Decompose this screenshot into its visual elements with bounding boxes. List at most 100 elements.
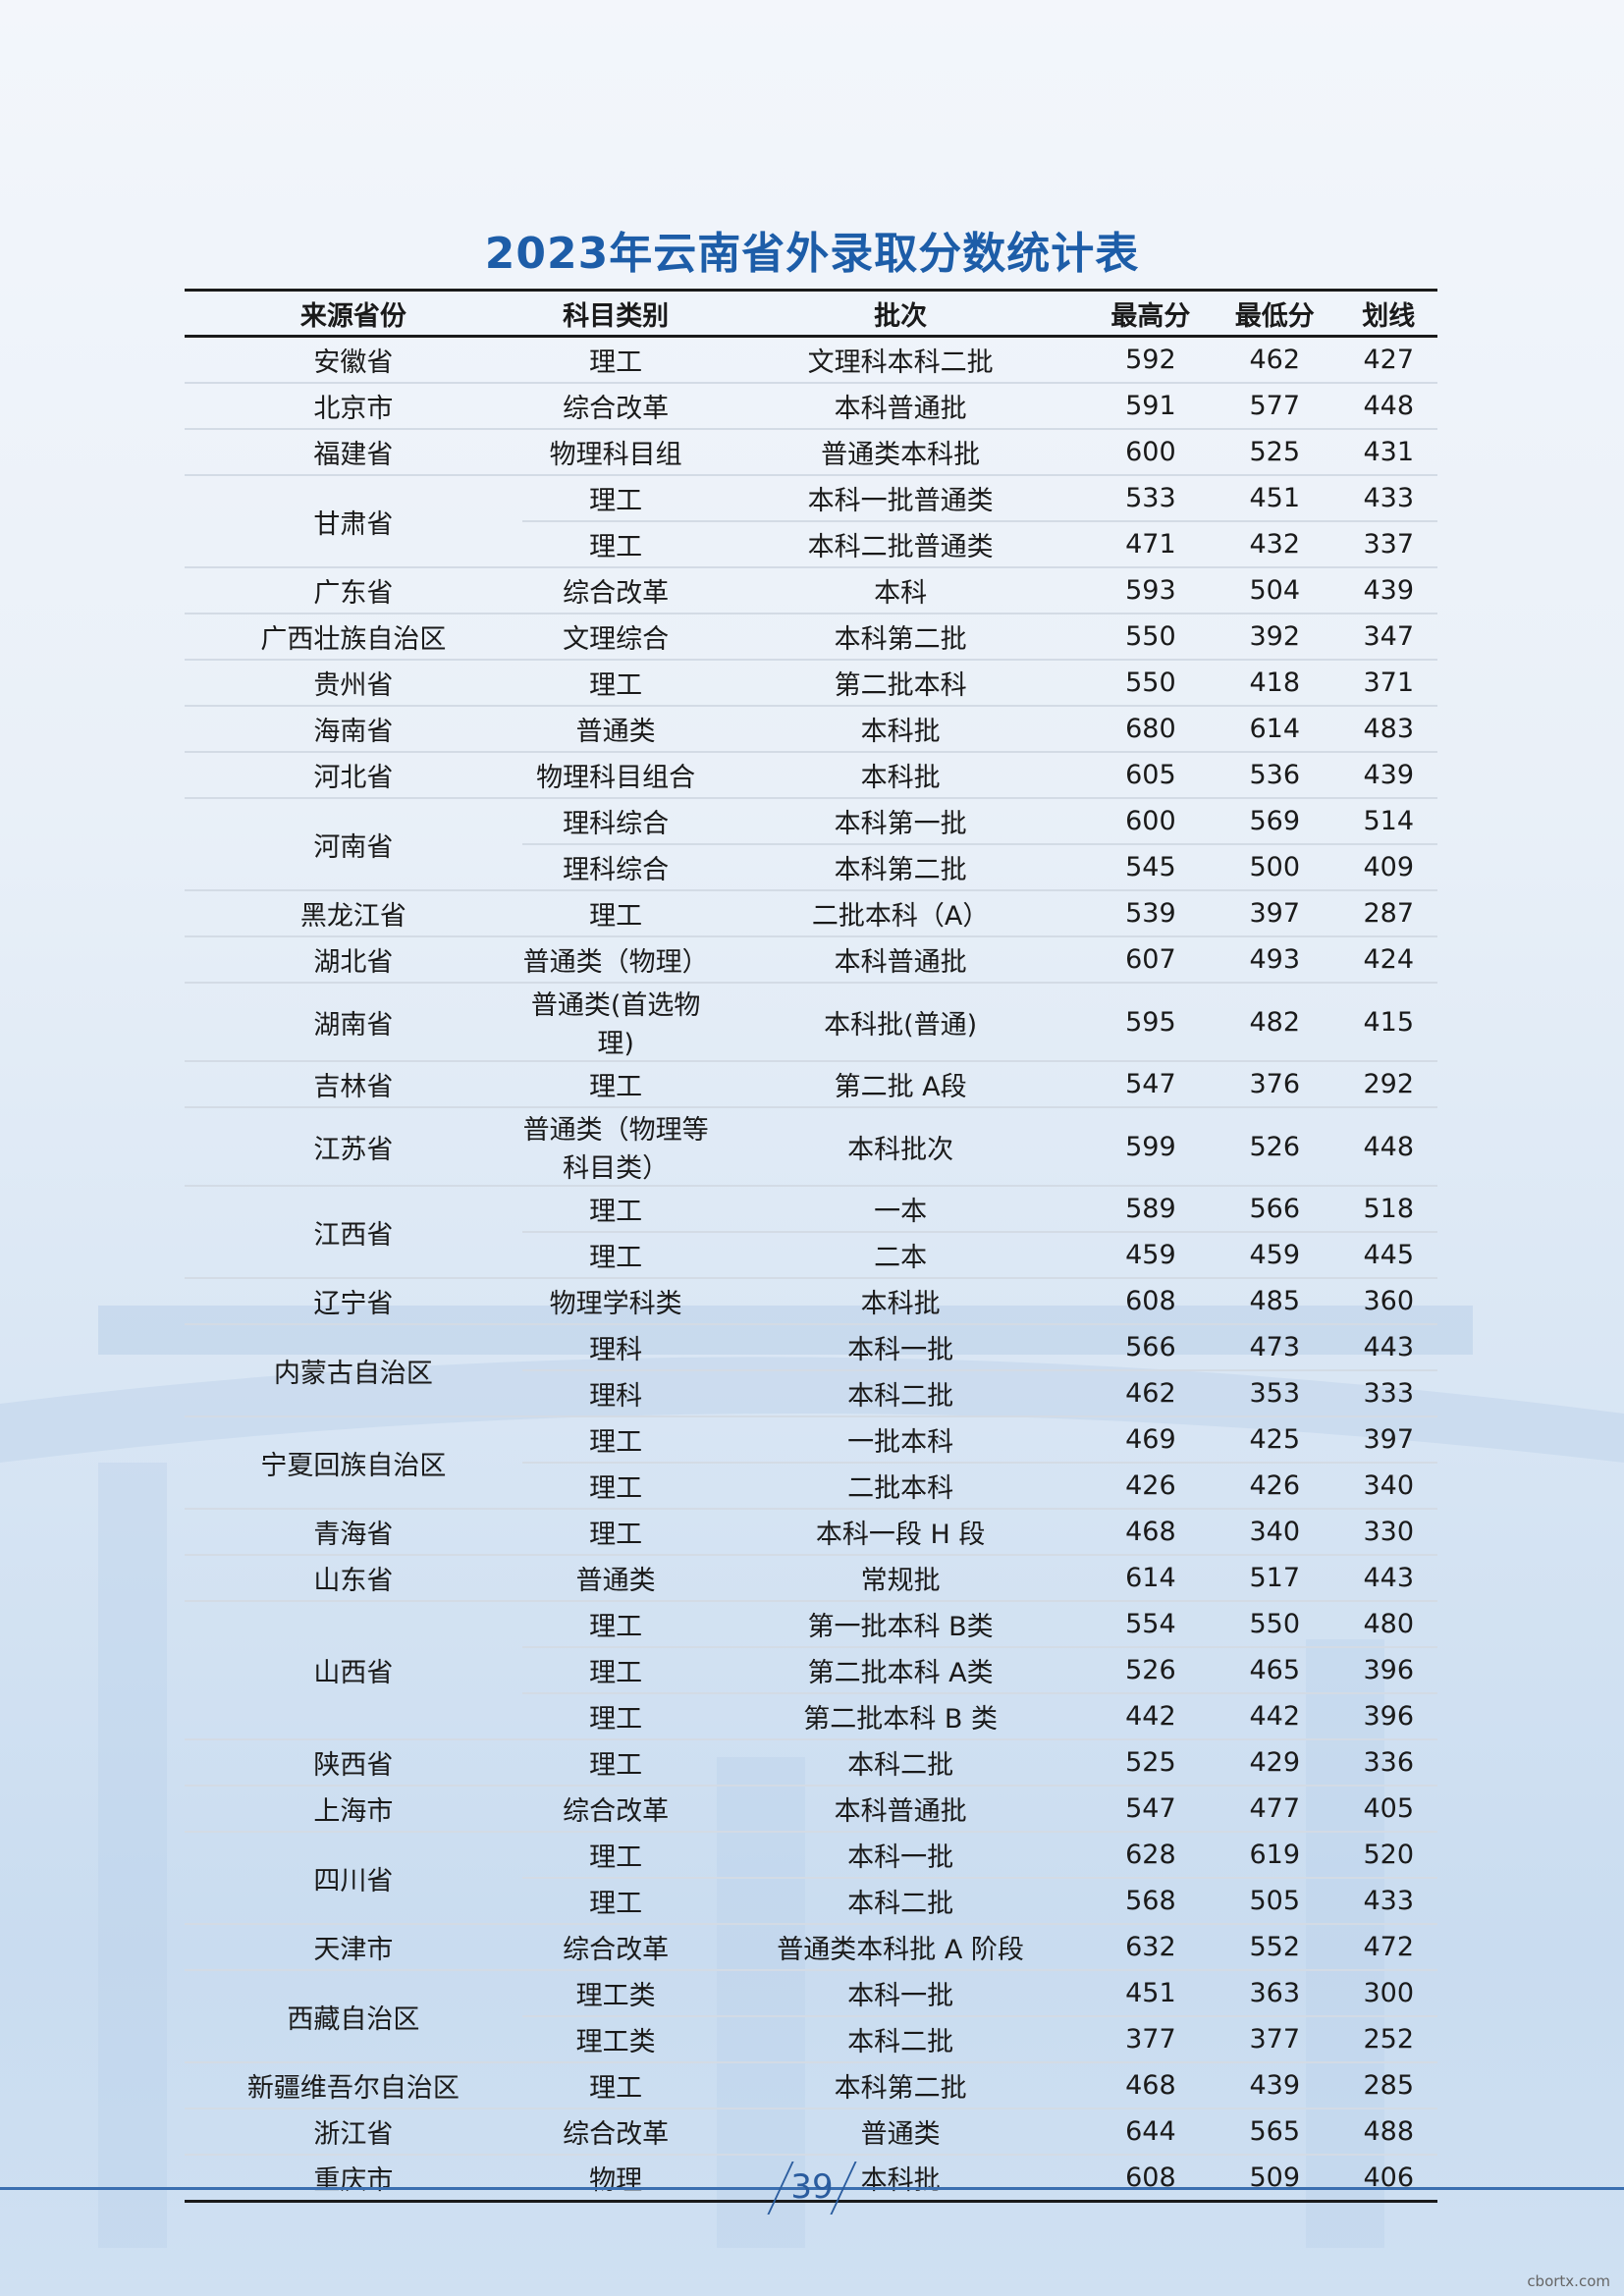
cell-min-score: 565 xyxy=(1209,2109,1340,2156)
cell-max-score: 680 xyxy=(1091,706,1210,753)
cell-province: 天津市 xyxy=(185,1924,522,1971)
cell-max-score: 592 xyxy=(1091,336,1210,384)
table-row: 理科综合 本科第二批 545 500 409 xyxy=(185,844,1437,891)
cell-subject: 物理科目组 xyxy=(521,429,710,476)
cell-batch: 本科普通批 xyxy=(709,936,1092,984)
cell-min-score: 577 xyxy=(1209,383,1340,430)
cell-province: 河南省 xyxy=(185,798,522,891)
cell-min-score: 418 xyxy=(1209,660,1340,707)
cell-max-score: 469 xyxy=(1091,1416,1210,1464)
cell-subject: 理工 xyxy=(521,660,710,707)
header-min-score: 最低分 xyxy=(1209,289,1340,338)
cell-cutoff: 252 xyxy=(1339,2016,1437,2063)
cell-min-score: 439 xyxy=(1209,2062,1340,2109)
cell-min-score: 504 xyxy=(1209,567,1340,614)
cell-batch: 普通类 xyxy=(709,2109,1092,2156)
cell-province: 吉林省 xyxy=(185,1061,522,1108)
cell-cutoff: 480 xyxy=(1339,1601,1437,1648)
cell-province: 广西壮族自治区 xyxy=(185,614,522,661)
cell-batch: 二批本科 xyxy=(709,1463,1092,1510)
cell-batch: 本科第一批 xyxy=(709,798,1092,845)
cell-min-score: 432 xyxy=(1209,521,1340,568)
cell-min-score: 340 xyxy=(1209,1509,1340,1556)
cell-cutoff: 292 xyxy=(1339,1061,1437,1108)
cell-subject: 理工 xyxy=(521,1186,710,1233)
table-row: 四川省 理工 本科一批 628 619 520 xyxy=(185,1832,1437,1925)
cell-max-score: 608 xyxy=(1091,1278,1210,1325)
cell-subject: 理工类 xyxy=(521,1970,710,2017)
header-max-score: 最高分 xyxy=(1091,289,1210,338)
cell-min-score: 473 xyxy=(1209,1324,1340,1371)
cell-province: 甘肃省 xyxy=(185,475,522,568)
cell-batch: 第二批 A段 xyxy=(709,1061,1092,1108)
cell-max-score: 600 xyxy=(1091,798,1210,845)
cell-max-score: 547 xyxy=(1091,1786,1210,1833)
table-row: 理工类 本科二批 377 377 252 xyxy=(185,2016,1437,2063)
cell-min-score: 442 xyxy=(1209,1693,1340,1740)
cell-cutoff: 424 xyxy=(1339,936,1437,984)
cell-subject: 综合改革 xyxy=(521,567,710,614)
cell-batch: 本科批 xyxy=(709,706,1092,753)
cell-province: 海南省 xyxy=(185,706,522,753)
cell-cutoff: 433 xyxy=(1339,1878,1437,1925)
cell-min-score: 550 xyxy=(1209,1601,1340,1648)
cell-max-score: 550 xyxy=(1091,660,1210,707)
cell-cutoff: 396 xyxy=(1339,1693,1437,1740)
cell-subject: 综合改革 xyxy=(521,383,710,430)
cell-subject: 普通类 xyxy=(521,1555,710,1602)
table-row: 西藏自治区 理工类 本科一批 451 363 300 xyxy=(185,1970,1437,2063)
table-row: 河南省 理科综合 本科第一批 600 569 514 xyxy=(185,798,1437,891)
table-row: 新疆维吾尔自治区 理工 本科第二批 468 439 285 xyxy=(185,2062,1437,2109)
cell-province: 辽宁省 xyxy=(185,1278,522,1325)
cell-max-score: 595 xyxy=(1091,983,1210,1062)
cell-subject: 理工 xyxy=(521,1416,710,1464)
cell-province: 湖北省 xyxy=(185,936,522,984)
cell-cutoff: 340 xyxy=(1339,1463,1437,1510)
table-header-row: 来源省份 科目类别 批次 最高分 最低分 划线 xyxy=(185,289,1437,338)
table-row: 青海省 理工 本科一段 H 段 468 340 330 xyxy=(185,1509,1437,1556)
cell-cutoff: 405 xyxy=(1339,1786,1437,1833)
cell-cutoff: 439 xyxy=(1339,567,1437,614)
cell-min-score: 353 xyxy=(1209,1370,1340,1417)
cell-cutoff: 514 xyxy=(1339,798,1437,845)
cell-province: 广东省 xyxy=(185,567,522,614)
cell-province: 贵州省 xyxy=(185,660,522,707)
cell-subject: 综合改革 xyxy=(521,2109,710,2156)
cell-subject: 理工类 xyxy=(521,2016,710,2063)
cell-min-score: 392 xyxy=(1209,614,1340,661)
cell-batch: 第二批本科 A类 xyxy=(709,1647,1092,1694)
cell-province: 江西省 xyxy=(185,1186,522,1279)
cell-batch: 本科第二批 xyxy=(709,2062,1092,2109)
cell-subject: 物理科目组合 xyxy=(521,752,710,799)
cell-province: 青海省 xyxy=(185,1509,522,1556)
cell-max-score: 568 xyxy=(1091,1878,1210,1925)
cell-province: 内蒙古自治区 xyxy=(185,1324,522,1417)
cell-subject: 理工 xyxy=(521,475,710,522)
cell-subject: 理工 xyxy=(521,1693,710,1740)
cell-province: 江苏省 xyxy=(185,1107,522,1187)
cell-batch: 普通类本科批 A 阶段 xyxy=(709,1924,1092,1971)
watermark: cbortx.com xyxy=(1527,2272,1610,2290)
table-row: 江西省 理工 一本 589 566 518 xyxy=(185,1186,1437,1279)
cell-max-score: 462 xyxy=(1091,1370,1210,1417)
cell-batch: 第一批本科 B类 xyxy=(709,1601,1092,1648)
cell-min-score: 482 xyxy=(1209,983,1340,1062)
cell-min-score: 526 xyxy=(1209,1107,1340,1187)
cell-cutoff: 300 xyxy=(1339,1970,1437,2017)
table-row: 河北省 物理科目组合 本科批 605 536 439 xyxy=(185,752,1437,799)
cell-max-score: 468 xyxy=(1091,2062,1210,2109)
cell-province: 宁夏回族自治区 xyxy=(185,1416,522,1510)
table-row: 浙江省 综合改革 普通类 644 565 488 xyxy=(185,2109,1437,2156)
cell-max-score: 539 xyxy=(1091,890,1210,937)
cell-max-score: 525 xyxy=(1091,1739,1210,1787)
cell-min-score: 462 xyxy=(1209,336,1340,384)
cell-batch: 本科第二批 xyxy=(709,844,1092,891)
cell-cutoff: 448 xyxy=(1339,383,1437,430)
cell-min-score: 505 xyxy=(1209,1878,1340,1925)
cell-min-score: 509 xyxy=(1209,2155,1340,2203)
cell-max-score: 545 xyxy=(1091,844,1210,891)
cell-batch: 常规批 xyxy=(709,1555,1092,1602)
table-row: 海南省 普通类 本科批 680 614 483 xyxy=(185,706,1437,753)
cell-cutoff: 433 xyxy=(1339,475,1437,522)
table-row: 理工 本科二批普通类 471 432 337 xyxy=(185,521,1437,568)
